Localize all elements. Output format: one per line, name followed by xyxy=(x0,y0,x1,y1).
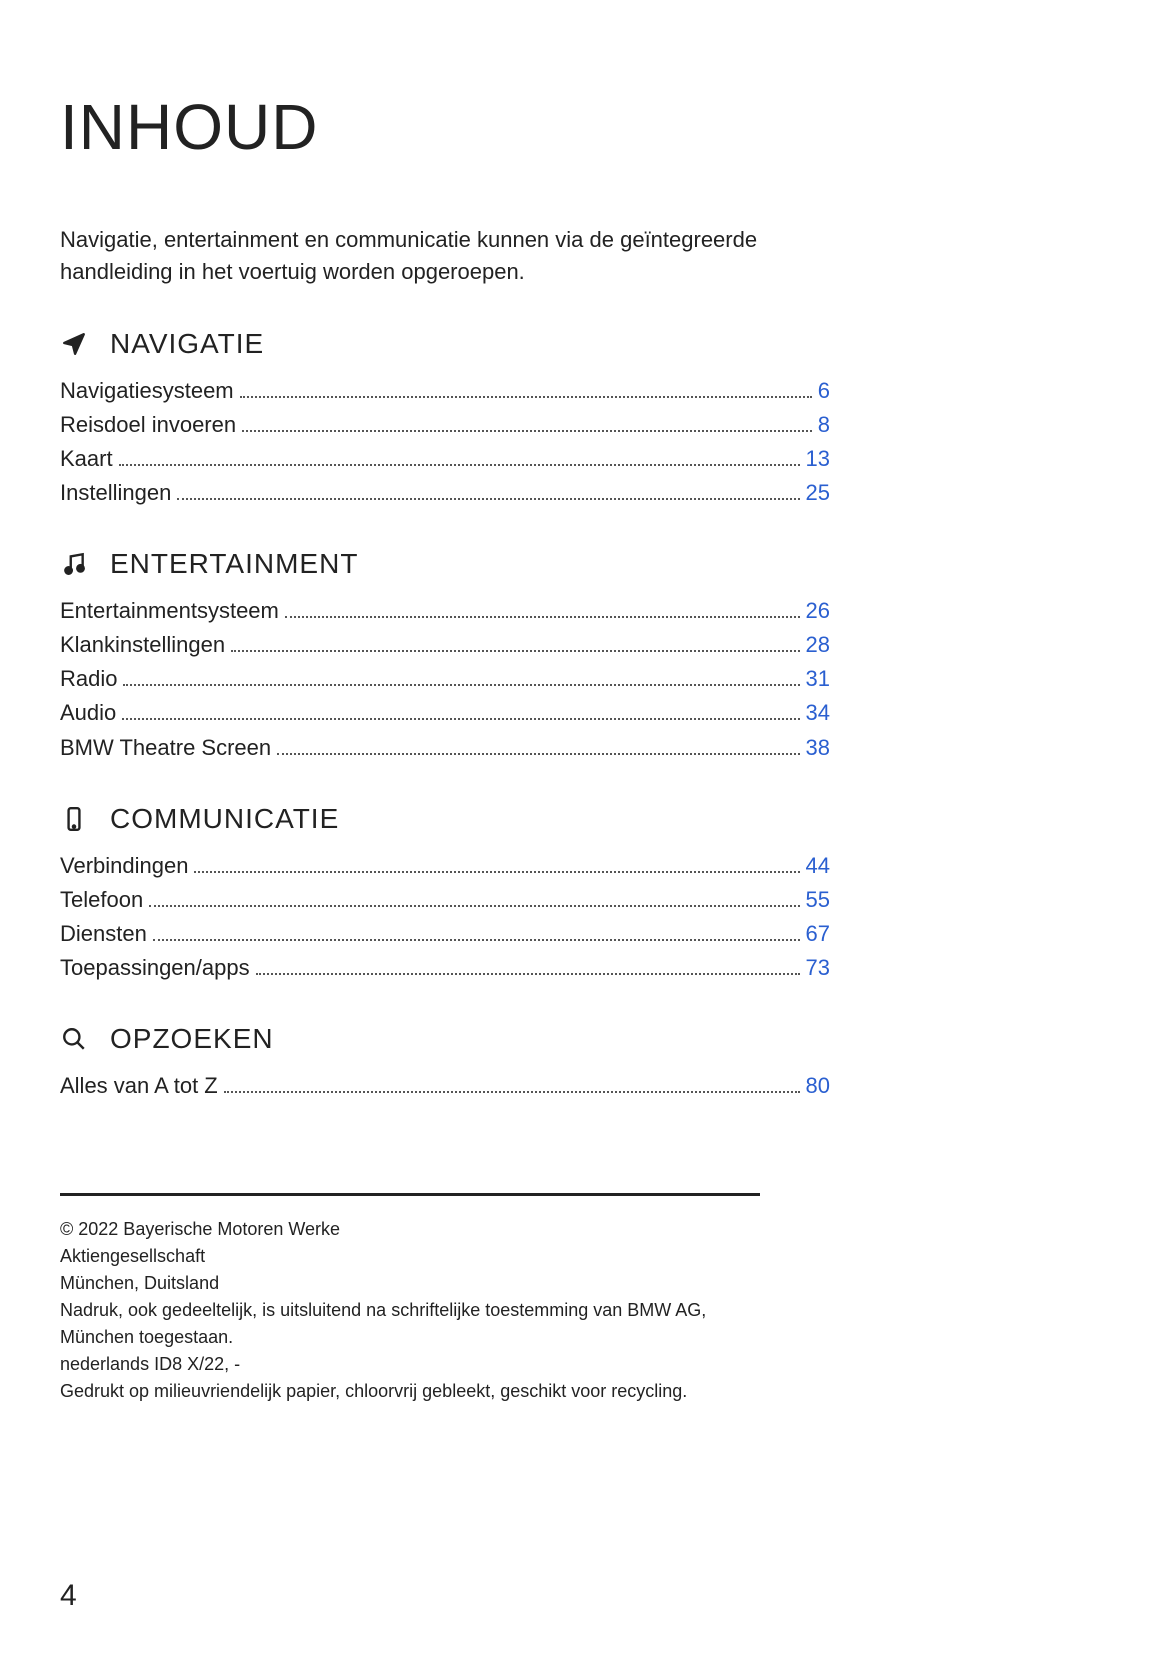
footer-line: nederlands ID8 X/22, - xyxy=(60,1351,880,1378)
toc-entry[interactable]: Instellingen 25 xyxy=(60,476,830,510)
footer-block: © 2022 Bayerische Motoren WerkeAktienges… xyxy=(60,1216,880,1405)
toc-entry[interactable]: Navigatiesysteem 6 xyxy=(60,374,830,408)
toc-entry-page[interactable]: 28 xyxy=(806,628,830,662)
toc-entry-label: Telefoon xyxy=(60,883,143,917)
toc-section: COMMUNICATIEVerbindingen44Telefoon55Dien… xyxy=(60,803,1065,985)
toc-leader-dots xyxy=(194,871,799,873)
toc-entry[interactable]: Diensten 67 xyxy=(60,917,830,951)
toc-entry-page[interactable]: 26 xyxy=(806,594,830,628)
toc-entry-page[interactable]: 44 xyxy=(806,849,830,883)
toc-entry-label: Radio xyxy=(60,662,117,696)
toc-section: ENTERTAINMENTEntertainmentsysteem26Klank… xyxy=(60,548,1065,764)
toc-entry[interactable]: Klankinstellingen 28 xyxy=(60,628,830,662)
toc-leader-dots xyxy=(149,905,799,907)
toc-entry-label: Instellingen xyxy=(60,476,171,510)
toc-leader-dots xyxy=(119,464,800,466)
toc-entry-label: Reisdoel invoeren xyxy=(60,408,236,442)
toc-entry-page[interactable]: 73 xyxy=(806,951,830,985)
toc-entry[interactable]: Telefoon 55 xyxy=(60,883,830,917)
intro-text: Navigatie, entertainment en communicatie… xyxy=(60,224,820,288)
footer-line: © 2022 Bayerische Motoren Werke xyxy=(60,1216,880,1243)
toc-leader-dots xyxy=(122,718,799,720)
section-header: ENTERTAINMENT xyxy=(60,548,1065,580)
footer-line: München toegestaan. xyxy=(60,1324,880,1351)
section-title: COMMUNICATIE xyxy=(110,803,339,835)
toc-entry-label: Verbindingen xyxy=(60,849,188,883)
footer-line: Nadruk, ook gedeeltelijk, is uitsluitend… xyxy=(60,1297,880,1324)
footer-divider xyxy=(60,1193,760,1196)
music-note-icon xyxy=(60,550,88,578)
toc-entry-page[interactable]: 55 xyxy=(806,883,830,917)
toc-entry-page[interactable]: 67 xyxy=(806,917,830,951)
toc-entry-label: Kaart xyxy=(60,442,113,476)
toc-entry-page[interactable]: 80 xyxy=(806,1069,830,1103)
toc-leader-dots xyxy=(240,396,812,398)
toc-leader-dots xyxy=(256,973,800,975)
phone-icon xyxy=(60,805,88,833)
page-number: 4 xyxy=(60,1579,77,1613)
section-title: OPZOEKEN xyxy=(110,1023,274,1055)
toc-leader-dots xyxy=(224,1091,800,1093)
page-title: INHOUD xyxy=(60,90,1065,164)
toc-leader-dots xyxy=(231,650,799,652)
footer-line: Gedrukt op milieuvriendelijk papier, chl… xyxy=(60,1378,880,1405)
navigation-arrow-icon xyxy=(60,330,88,358)
toc-entry[interactable]: Reisdoel invoeren 8 xyxy=(60,408,830,442)
toc-entry-label: Toepassingen/apps xyxy=(60,951,250,985)
toc-entry[interactable]: Verbindingen 44 xyxy=(60,849,830,883)
toc-leader-dots xyxy=(123,684,799,686)
toc-entry[interactable]: Toepassingen/apps 73 xyxy=(60,951,830,985)
toc-entry-page[interactable]: 13 xyxy=(806,442,830,476)
toc-entry-label: BMW Theatre Screen xyxy=(60,731,271,765)
toc-entry-page[interactable]: 31 xyxy=(806,662,830,696)
footer-line: Aktiengesellschaft xyxy=(60,1243,880,1270)
toc-entry-page[interactable]: 8 xyxy=(818,408,830,442)
toc-entry-label: Klankinstellingen xyxy=(60,628,225,662)
toc-entry[interactable]: Alles van A tot Z 80 xyxy=(60,1069,830,1103)
section-header: OPZOEKEN xyxy=(60,1023,1065,1055)
toc-leader-dots xyxy=(153,939,800,941)
toc-entry-page[interactable]: 34 xyxy=(806,696,830,730)
toc-entry-label: Diensten xyxy=(60,917,147,951)
toc-entry-label: Alles van A tot Z xyxy=(60,1069,218,1103)
toc-entry[interactable]: Radio 31 xyxy=(60,662,830,696)
page-container: INHOUD Navigatie, entertainment en commu… xyxy=(0,0,1165,1653)
toc-leader-dots xyxy=(277,753,799,755)
toc-section: NAVIGATIENavigatiesysteem6Reisdoel invoe… xyxy=(60,328,1065,510)
toc-entry-label: Entertainmentsysteem xyxy=(60,594,279,628)
section-title: NAVIGATIE xyxy=(110,328,264,360)
toc-section: OPZOEKEN Alles van A tot Z 80 xyxy=(60,1023,1065,1103)
toc-entry[interactable]: Entertainmentsysteem 26 xyxy=(60,594,830,628)
toc-entry-page[interactable]: 38 xyxy=(806,731,830,765)
section-header: NAVIGATIE xyxy=(60,328,1065,360)
footer-line: München, Duitsland xyxy=(60,1270,880,1297)
toc-leader-dots xyxy=(242,430,812,432)
toc-entry-label: Audio xyxy=(60,696,116,730)
toc-entry[interactable]: BMW Theatre Screen 38 xyxy=(60,731,830,765)
toc-entry[interactable]: Kaart 13 xyxy=(60,442,830,476)
toc-entry-label: Navigatiesysteem xyxy=(60,374,234,408)
toc-leader-dots xyxy=(177,498,799,500)
toc-entry[interactable]: Audio 34 xyxy=(60,696,830,730)
section-title: ENTERTAINMENT xyxy=(110,548,358,580)
section-header: COMMUNICATIE xyxy=(60,803,1065,835)
toc-leader-dots xyxy=(285,616,800,618)
toc-entry-page[interactable]: 25 xyxy=(806,476,830,510)
toc-entry-page[interactable]: 6 xyxy=(818,374,830,408)
search-icon xyxy=(60,1025,88,1053)
toc-sections: NAVIGATIENavigatiesysteem6Reisdoel invoe… xyxy=(60,328,1065,1103)
